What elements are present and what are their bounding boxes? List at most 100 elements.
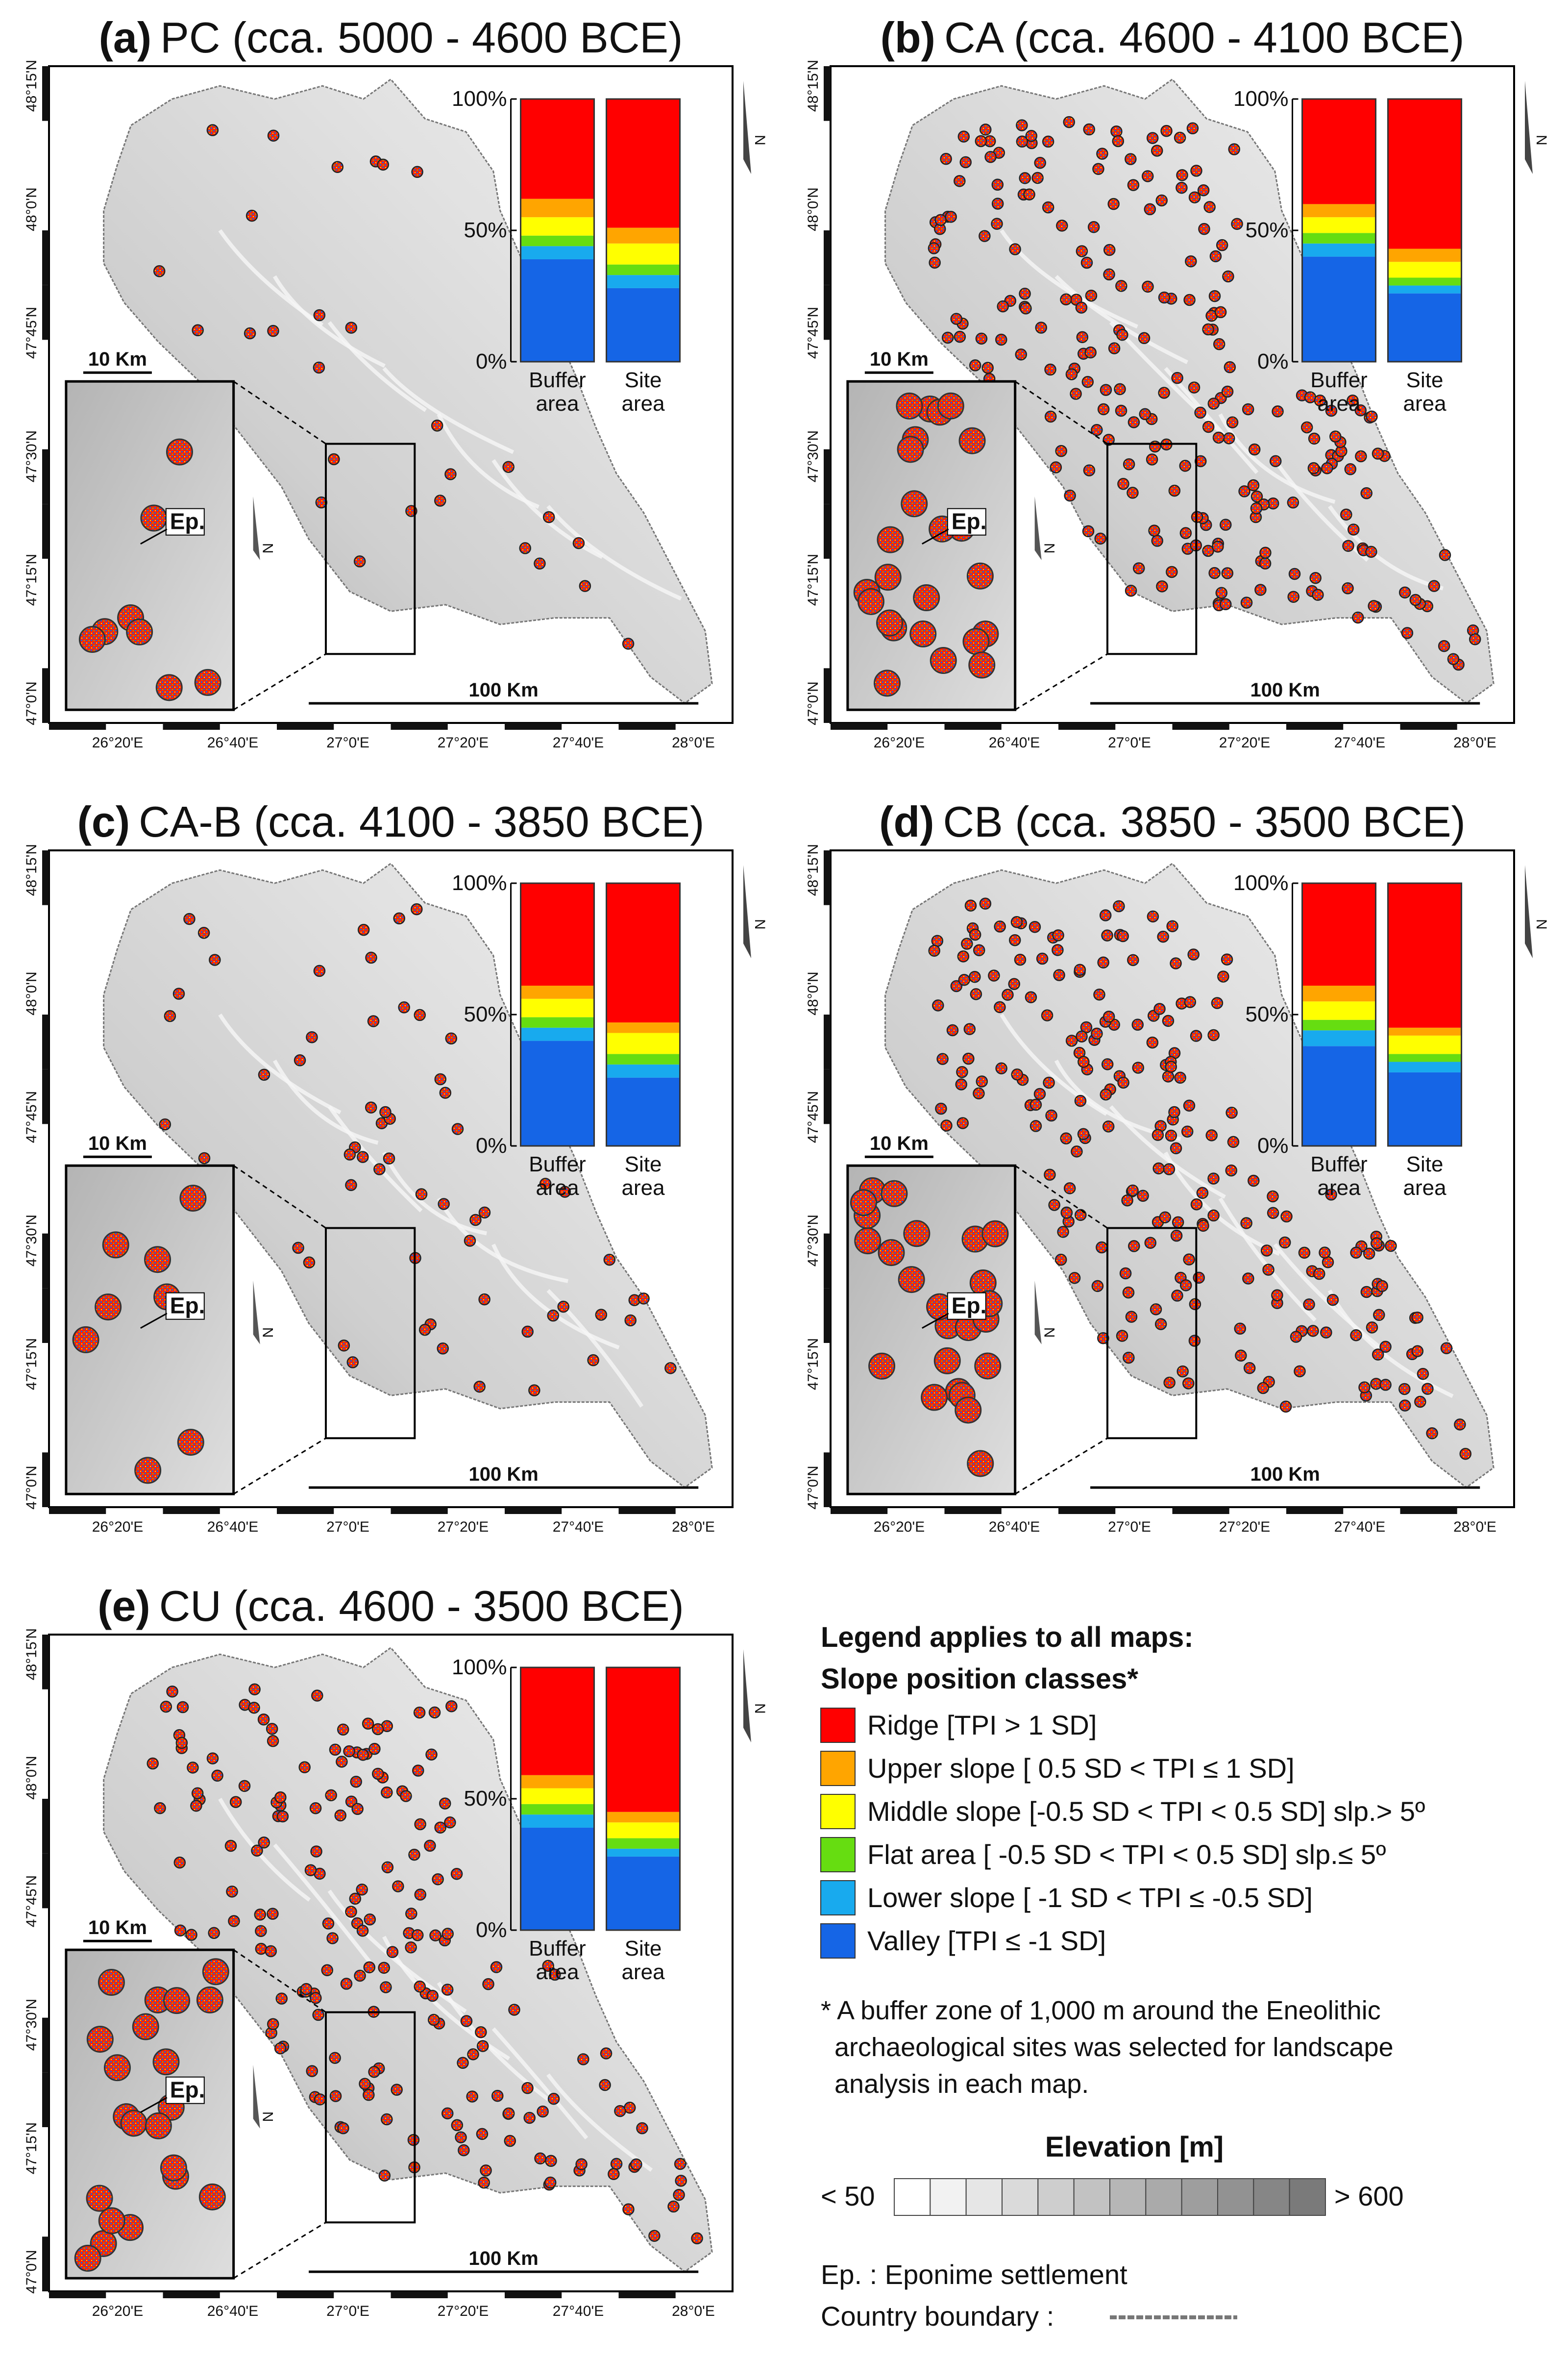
inset-site-marker (194, 669, 221, 696)
site-marker (405, 1941, 417, 1954)
site-marker (1171, 1290, 1183, 1302)
legend-heading: Legend applies to all maps: (821, 1621, 1194, 1653)
site-marker (577, 2053, 589, 2065)
site-marker (267, 1735, 279, 1747)
site-marker (1259, 557, 1272, 570)
site-marker (1212, 431, 1225, 444)
site-marker (328, 453, 340, 466)
site-marker (1459, 1447, 1472, 1460)
inset-connector (1014, 380, 1108, 445)
site-marker (1188, 1335, 1201, 1347)
lon-border-segment (618, 2291, 676, 2298)
site-marker (1008, 934, 1021, 946)
site-marker (1207, 1172, 1220, 1185)
lat-tick-label: 47°30'N (24, 430, 40, 482)
site-marker (980, 124, 992, 136)
panel-name: CA (cca. 4600 - 4100 BCE) (944, 13, 1464, 62)
legend-swatch-lower (820, 1880, 856, 1915)
site-marker (1082, 525, 1095, 538)
eponym-callout (165, 508, 205, 536)
bar-category-label-line2: area (536, 392, 580, 416)
site-marker (478, 1206, 491, 1219)
elevation-step (1002, 2178, 1039, 2216)
elevation-min-label: < 50 (821, 2181, 875, 2211)
bar-category-label-line2: area (536, 1176, 580, 1200)
bar-segment-flat (1388, 1054, 1462, 1062)
inset-site-marker (955, 1396, 982, 1424)
lat-tick-label: 47°30'N (805, 430, 821, 482)
lat-border-segment (42, 285, 49, 340)
site-marker (164, 1010, 176, 1022)
site-marker (963, 1023, 976, 1035)
river-valley (1273, 1243, 1386, 1353)
site-marker (413, 1706, 426, 1719)
bar-axis-label: 50% (1245, 1002, 1288, 1026)
panel-letter: (c) (77, 797, 130, 846)
site-marker (424, 1839, 436, 1852)
inset-site-marker (896, 392, 923, 420)
lat-tick-label: 48°15'N (805, 60, 821, 112)
panel-title: (b) CA (cca. 4600 - 4100 BCE) (881, 13, 1465, 62)
bar-segment-ridge (1302, 883, 1376, 986)
bar-segment-ridge (606, 1667, 680, 1812)
lon-border-segment (618, 723, 676, 730)
site-marker (1101, 929, 1113, 942)
site-marker (294, 1054, 306, 1067)
bar-segment-flat (520, 235, 594, 247)
site-marker (1165, 1129, 1177, 1142)
inset-connector (233, 1949, 326, 2013)
site-marker (1158, 291, 1171, 304)
lon-border-segment (163, 723, 220, 730)
site-marker (197, 927, 210, 939)
bar-outline (520, 98, 595, 363)
site-marker (1091, 1280, 1104, 1292)
inset-site-marker (874, 564, 902, 591)
inset-site-marker (913, 584, 940, 612)
bar-axis-label: 100% (452, 1655, 507, 1679)
lon-tick-label: 26°20'E (92, 1519, 143, 1535)
site-marker (1221, 567, 1234, 579)
site-marker (345, 1179, 357, 1192)
lon-tick-label: 28°0'E (672, 1519, 715, 1535)
site-marker (1190, 165, 1202, 177)
bar-axis-label: 100% (1233, 871, 1289, 895)
panel-title: (c) CA-B (cca. 4100 - 3850 BCE) (77, 797, 705, 846)
site-marker (950, 313, 963, 325)
site-marker (1044, 363, 1056, 376)
site-marker (932, 999, 944, 1012)
eponym-label: Ep. (952, 1293, 987, 1318)
site-marker (519, 542, 532, 554)
bar-segment-ridge (606, 883, 680, 1023)
lon-tick-label: 27°0'E (1108, 735, 1151, 751)
site-marker (1220, 598, 1232, 611)
bar-segment-middle (520, 998, 594, 1018)
inset-site-marker (132, 2013, 159, 2040)
bar-segment-upper (520, 986, 594, 999)
site-marker (1076, 331, 1089, 344)
bar-category-label-line2: area (622, 1176, 665, 1200)
site-marker (1350, 1329, 1362, 1341)
site-marker (1366, 410, 1378, 423)
site-marker (1115, 404, 1127, 417)
bar-segment-flat (520, 1017, 594, 1028)
site-marker (312, 2009, 324, 2021)
site-marker (1195, 455, 1207, 468)
site-marker (1165, 1061, 1177, 1073)
bar-segment-valley (1388, 293, 1462, 362)
site-marker (1103, 244, 1116, 256)
site-marker (1194, 406, 1206, 419)
bar-category-label-line1: Site (625, 1152, 662, 1176)
site-marker (1020, 302, 1032, 315)
lat-tick-label: 47°45'N (24, 1091, 40, 1143)
site-marker (1127, 954, 1139, 967)
site-marker (1014, 953, 1027, 966)
site-marker (1166, 566, 1178, 578)
site-marker (1248, 1174, 1260, 1187)
site-marker (1260, 1244, 1273, 1257)
bar-segment-lower (1388, 1062, 1462, 1072)
site-marker (1279, 1400, 1292, 1413)
site-marker (292, 1242, 304, 1254)
site-marker (267, 1908, 279, 1920)
site-marker (1376, 1280, 1388, 1292)
site-marker (1223, 432, 1235, 445)
